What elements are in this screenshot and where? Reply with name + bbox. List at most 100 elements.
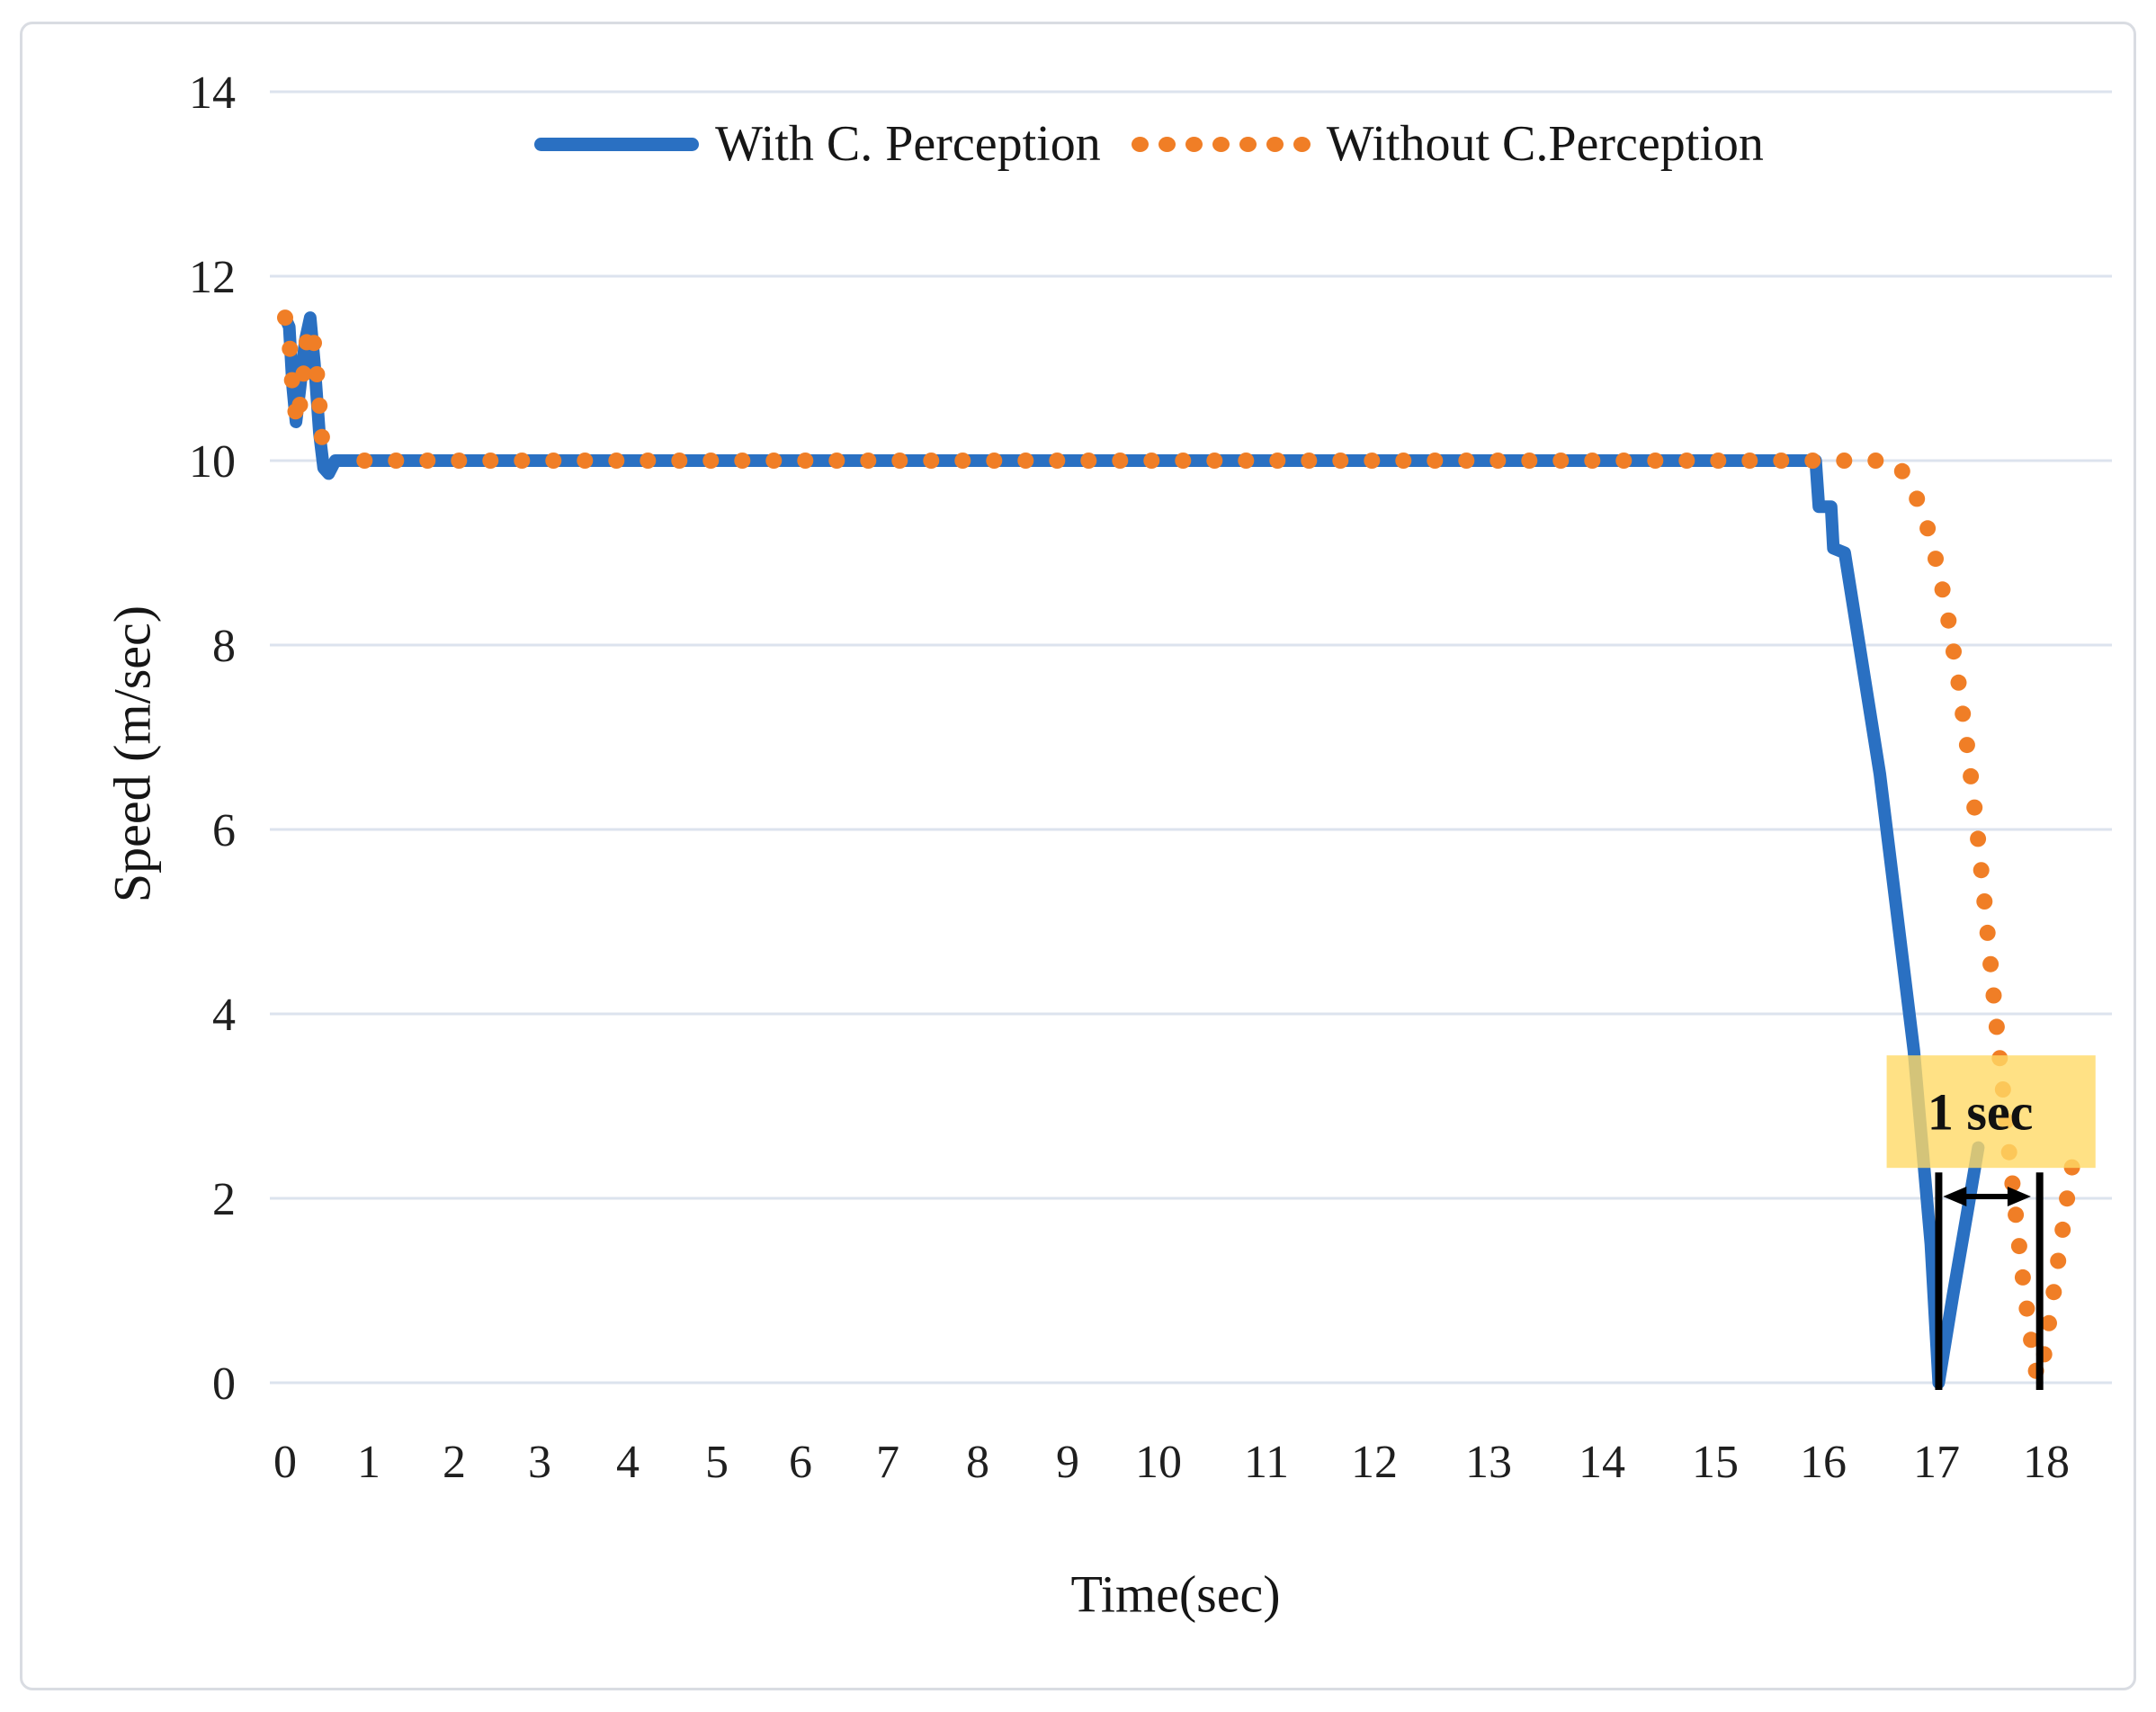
y-tick-label: 12 (189, 252, 236, 303)
series-dot (1332, 453, 1349, 469)
series-dot (1979, 924, 1996, 941)
series-dot (1395, 453, 1412, 469)
series-dot (2041, 1314, 2057, 1331)
series-dot (1427, 453, 1444, 469)
series-dot (291, 397, 309, 413)
y-tick-label: 14 (189, 67, 236, 119)
series-dot (514, 453, 531, 469)
series-dot (356, 453, 373, 469)
x-tick-label: 12 (1351, 1437, 1398, 1488)
x-tick-label: 1 (357, 1437, 380, 1488)
series-dot (1552, 453, 1570, 469)
series-dot (1963, 767, 1980, 784)
series-dot (734, 453, 751, 469)
series-dot (1955, 705, 1972, 722)
series-dot (1976, 893, 1993, 910)
series-dot (2010, 1238, 2027, 1255)
series-dot (1867, 453, 1884, 469)
series-dot (1238, 453, 1255, 469)
legend-item-without-perception: Without C.Perception (1131, 115, 1764, 173)
x-tick-label: 2 (443, 1437, 466, 1488)
series-dot (388, 453, 405, 469)
series-dot (1458, 453, 1475, 469)
y-tick-label: 10 (189, 436, 236, 488)
series-dot (1958, 737, 1975, 754)
series-dot (1940, 612, 1957, 629)
x-axis-title: Time(sec) (1070, 1564, 1281, 1624)
series-dot (277, 309, 293, 327)
series-dot (2023, 1331, 2040, 1349)
series-dot (2008, 1206, 2025, 1223)
x-tick-label: 5 (705, 1437, 729, 1488)
series-dot (2050, 1252, 2067, 1269)
series-dot (1112, 453, 1129, 469)
x-tick-label: 10 (1135, 1437, 1182, 1488)
series-dot (1985, 987, 2002, 1004)
series-dot (1615, 453, 1633, 469)
series-dot (311, 397, 328, 414)
series-dot (2059, 1190, 2076, 1207)
x-tick-label: 17 (1913, 1437, 1960, 1488)
series-dot (2018, 1300, 2035, 1317)
series-dot (1080, 453, 1097, 469)
series-dot (1017, 453, 1034, 469)
series-dot (1773, 453, 1790, 469)
x-tick-label: 18 (2023, 1437, 2070, 1488)
series-dot (577, 453, 594, 469)
series-dot (309, 366, 326, 382)
y-tick-label: 6 (212, 805, 236, 856)
series-dot (765, 453, 783, 469)
series-dot (1804, 453, 1821, 469)
y-tick-label: 4 (212, 990, 236, 1041)
series-dot (702, 453, 720, 469)
series-line-solid (279, 311, 1985, 1389)
series-dot (2054, 1221, 2071, 1238)
series-dot (1364, 453, 1381, 469)
highlight-box (1886, 1055, 2096, 1169)
legend-label: Without C.Perception (1326, 116, 1764, 172)
x-tick-label: 8 (966, 1437, 989, 1488)
y-axis-title: Speed (m/sec) (103, 605, 162, 903)
series-dot (1269, 453, 1286, 469)
series-dot (986, 453, 1003, 469)
solid-line-swatch-icon (534, 137, 700, 151)
x-tick-label: 14 (1579, 1437, 1625, 1488)
series-dot (1678, 453, 1695, 469)
series-dot (1893, 462, 1910, 480)
series-dot (608, 453, 625, 469)
x-tick-label: 15 (1692, 1437, 1739, 1488)
y-tick-label: 2 (212, 1174, 236, 1225)
series-dot (2014, 1268, 2031, 1286)
series-dot (1741, 453, 1758, 469)
highlight-box-label: 1 sec (1928, 1083, 2034, 1142)
series-dot (1175, 453, 1192, 469)
dotted-line-swatch-icon (1131, 136, 1311, 152)
series-dot (1301, 453, 1318, 469)
series-dot (1143, 453, 1160, 469)
series-dot (1982, 955, 1999, 973)
arrow-head-right-icon (2007, 1186, 2031, 1206)
x-tick-label: 9 (1056, 1437, 1079, 1488)
series-dot (1490, 453, 1507, 469)
series-dot (1909, 490, 1926, 507)
series-dot (1919, 520, 1937, 537)
x-tick-label: 7 (876, 1437, 899, 1488)
series-dot (1710, 453, 1727, 469)
series-dot (2045, 1284, 2062, 1301)
series-dot (295, 365, 312, 382)
series-dot (545, 453, 562, 469)
x-tick-label: 4 (616, 1437, 640, 1488)
series-dot (1836, 453, 1853, 469)
legend-label: With C. Perception (715, 116, 1101, 172)
series-dot (419, 453, 436, 469)
series-dot (306, 335, 322, 352)
series-dot (482, 453, 499, 469)
series-dot (1966, 799, 1983, 816)
series-dot (1934, 581, 1951, 598)
series-dot (1946, 643, 1962, 660)
x-tick-label: 13 (1465, 1437, 1512, 1488)
series-dot (282, 340, 299, 357)
x-tick-label: 0 (273, 1437, 297, 1488)
